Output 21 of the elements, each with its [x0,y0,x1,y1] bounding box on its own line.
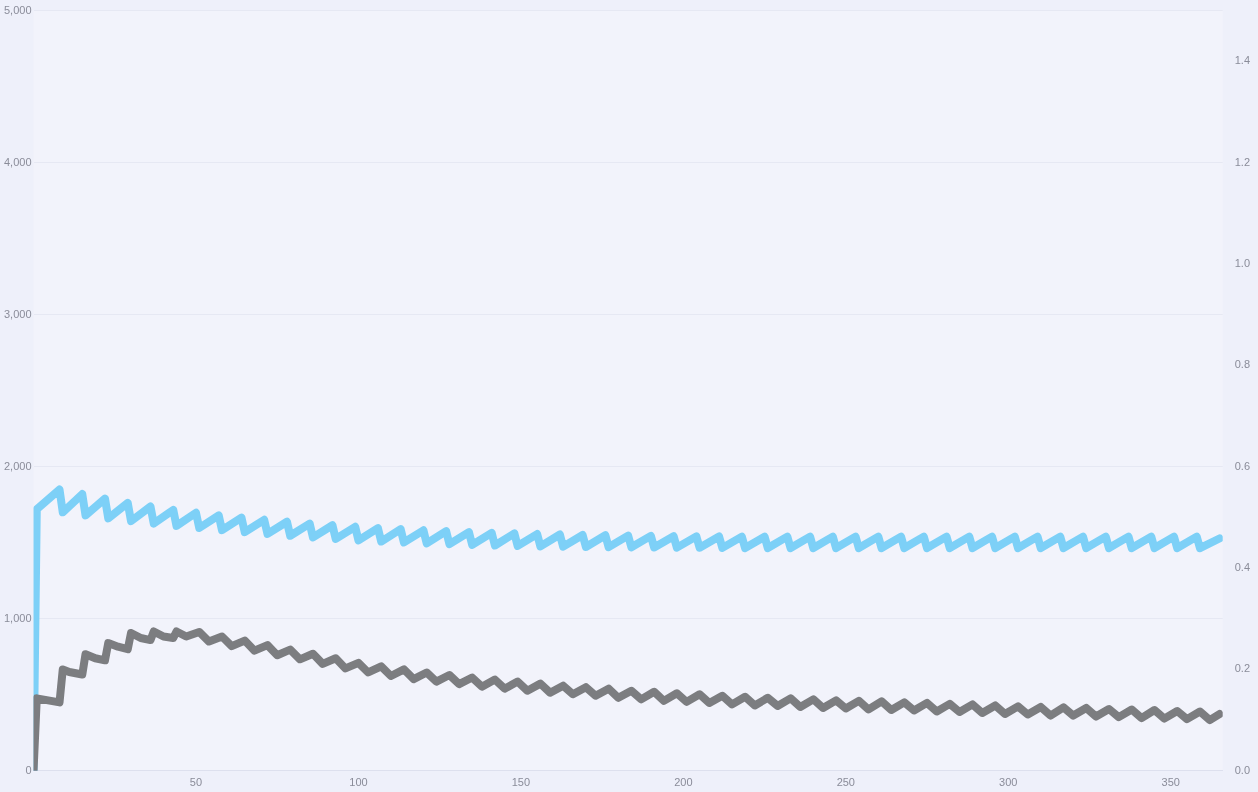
y2-tick-label: 1.4 [1234,54,1251,67]
y-tick-label: 4,000 [4,155,32,168]
y2-tick-label: 0.0 [1234,763,1251,776]
x-tick-label: 300 [999,776,1018,789]
x-tick-label: 50 [189,776,203,789]
y-tick-label: 3,000 [4,307,32,320]
y2-tick-label: 0.2 [1234,662,1251,675]
x-tick-label: 200 [674,776,693,789]
x-tick-label: 150 [511,776,531,789]
x-tick-label: 100 [349,776,368,789]
y2-tick-label: 0.6 [1234,459,1251,472]
y2-tick-label: 0.8 [1234,358,1251,371]
y2-tick-label: 0.4 [1234,561,1251,574]
y2-tick-label: 1.2 [1234,155,1251,168]
y-tick-label: 1,000 [4,611,32,624]
y-tick-label: 5,000 [4,3,32,16]
y-tick-label: 2,000 [4,459,32,472]
x-tick-label: 250 [836,776,855,789]
x-tick-label: 350 [1161,776,1180,789]
y-tick-label: 0 [25,763,32,776]
y2-tick-label: 1.0 [1234,257,1251,270]
